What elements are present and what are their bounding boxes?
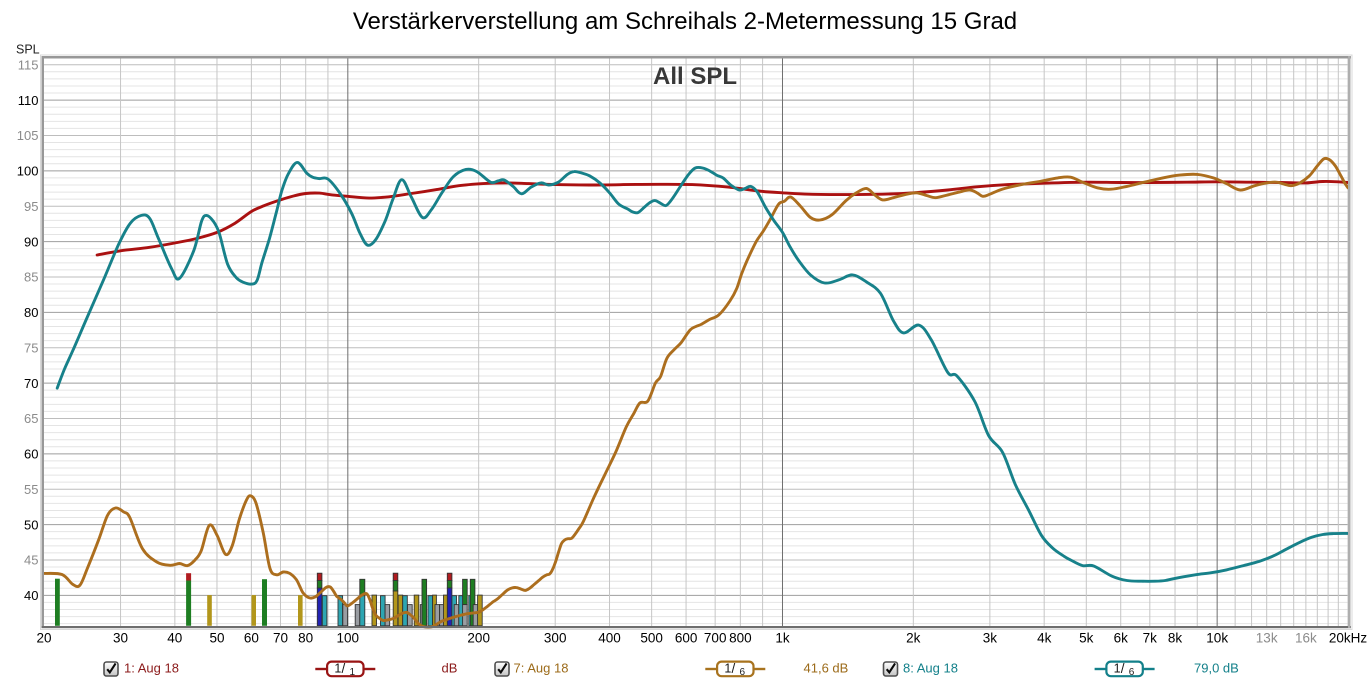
svg-text:105: 105 <box>17 128 39 143</box>
svg-text:115: 115 <box>18 57 39 72</box>
svg-text:110: 110 <box>18 93 39 108</box>
svg-text:70: 70 <box>273 630 288 645</box>
svg-text:10k: 10k <box>1206 630 1228 645</box>
svg-text:60: 60 <box>244 630 259 645</box>
svg-text:SPL: SPL <box>16 43 40 57</box>
svg-text:/: / <box>342 661 346 676</box>
svg-text:All SPL: All SPL <box>653 63 737 90</box>
svg-text:7: Aug 18: 7: Aug 18 <box>514 661 569 676</box>
svg-text:6: 6 <box>740 667 746 678</box>
svg-text:700: 700 <box>704 630 727 645</box>
svg-text:95: 95 <box>24 199 38 214</box>
svg-text:40: 40 <box>24 588 38 603</box>
svg-text:16k: 16k <box>1295 630 1317 645</box>
svg-text:55: 55 <box>24 482 38 497</box>
svg-text:1: 1 <box>334 661 341 675</box>
svg-text:1: 1 <box>724 661 731 675</box>
svg-text:/: / <box>1121 661 1125 676</box>
svg-text:500: 500 <box>640 630 663 645</box>
svg-text:75: 75 <box>24 340 38 355</box>
svg-text:50: 50 <box>209 630 224 645</box>
svg-text:1: 1 <box>350 667 356 678</box>
svg-text:4k: 4k <box>1037 630 1052 645</box>
svg-text:41,6 dB: 41,6 dB <box>804 661 849 676</box>
svg-text:7k: 7k <box>1143 630 1158 645</box>
svg-text:6: 6 <box>1129 667 1135 678</box>
svg-text:8: Aug 18: 8: Aug 18 <box>903 661 958 676</box>
svg-text:8k: 8k <box>1168 630 1183 645</box>
svg-text:Verstärkerverstellung am Schre: Verstärkerverstellung am Schreihals 2-Me… <box>353 8 1017 35</box>
svg-text:3k: 3k <box>983 630 998 645</box>
svg-text:65: 65 <box>24 411 38 426</box>
svg-text:60: 60 <box>24 447 38 462</box>
svg-text:70: 70 <box>24 376 38 391</box>
svg-text:45: 45 <box>24 553 38 568</box>
svg-text:5k: 5k <box>1079 630 1094 645</box>
svg-text:13k: 13k <box>1256 630 1278 645</box>
svg-text:/: / <box>732 661 736 676</box>
svg-text:1: 1 <box>1114 661 1121 675</box>
svg-text:79,0 dB: 79,0 dB <box>1194 661 1239 676</box>
svg-text:400: 400 <box>598 630 621 645</box>
svg-text:100: 100 <box>17 164 39 179</box>
svg-text:600: 600 <box>675 630 698 645</box>
svg-text:100: 100 <box>337 630 360 645</box>
svg-text:50: 50 <box>24 517 38 532</box>
svg-text:800: 800 <box>729 630 752 645</box>
svg-text:1: Aug 18: 1: Aug 18 <box>124 661 179 676</box>
svg-text:40: 40 <box>167 630 182 645</box>
svg-text:200: 200 <box>467 630 490 645</box>
svg-text:80: 80 <box>24 305 38 320</box>
svg-text:dB: dB <box>442 661 458 676</box>
svg-text:6k: 6k <box>1114 630 1129 645</box>
svg-text:20: 20 <box>36 630 51 645</box>
svg-text:80: 80 <box>298 630 313 645</box>
svg-text:20kHz: 20kHz <box>1329 630 1368 645</box>
svg-text:85: 85 <box>24 270 38 285</box>
svg-text:300: 300 <box>544 630 567 645</box>
svg-text:1k: 1k <box>775 630 790 645</box>
svg-text:30: 30 <box>113 630 128 645</box>
svg-text:2k: 2k <box>906 630 921 645</box>
svg-text:90: 90 <box>24 234 38 249</box>
